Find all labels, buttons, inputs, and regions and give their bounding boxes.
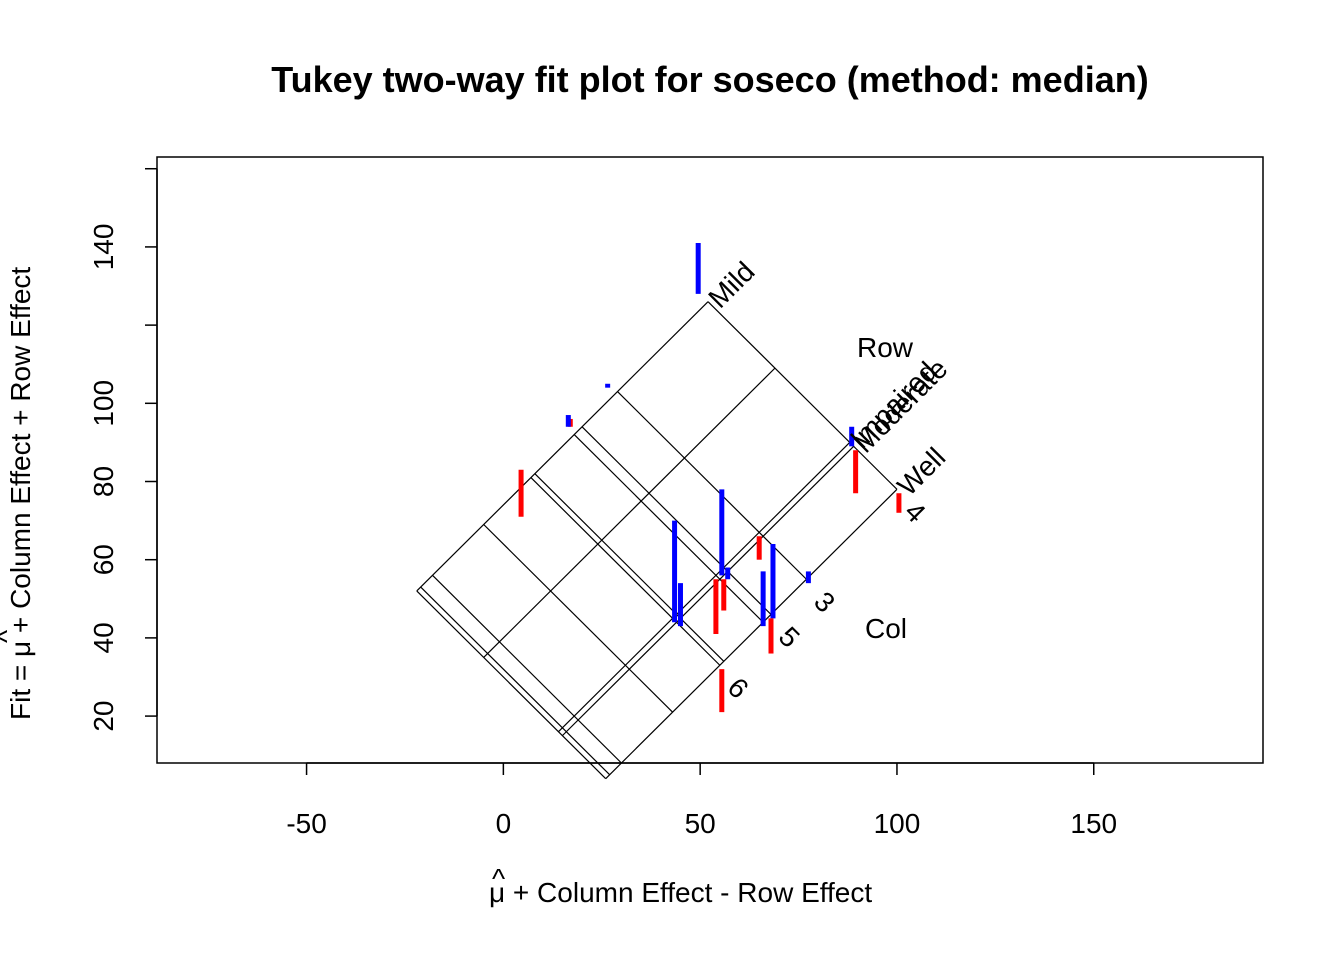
col-fit-line [420,586,611,776]
x-tick-label: 100 [874,808,921,839]
row-effect-label: Well [891,442,951,502]
row-fit-line [416,301,709,592]
y-tick-label: 40 [88,622,119,653]
col-fit-line [707,301,898,490]
y-axis: 20 40 60 80 100 140 [88,167,158,732]
y-tick-label: 60 [88,544,119,575]
x-tick-label: 150 [1070,808,1117,839]
x-axis-label-hat: ^ [492,863,505,894]
row-effect-label: Impaired [844,356,943,455]
row-fit-line [483,367,776,658]
x-axis-label: ^ μ + Column Effect - Row Effect [489,863,872,908]
row-fit-line [561,445,855,737]
col-effect-label: 5 [773,621,806,654]
col-effect-label: 4 [899,496,932,529]
y-tick-label: 100 [88,380,119,427]
col-fit-line [432,574,622,764]
x-tick-label: -50 [286,808,326,839]
svg-text:Fit = μ + Column Effect + Row: Fit = μ + Column Effect + Row Effect [5,267,36,720]
fit-grid-lines [416,301,898,780]
col-fit-line [530,477,721,666]
plot-frame [156,156,1264,764]
col-effect-label: 6 [722,672,755,705]
col-effect-label: 3 [808,586,841,619]
x-tick-label: 50 [685,808,716,839]
x-tick-label: 0 [496,808,512,839]
col-fit-line [483,524,674,713]
row-fit-line [605,488,898,780]
col-fit-line [573,434,764,623]
x-axis: -50 0 50 100 150 [286,762,1117,839]
y-axis-label-text: + Column Effect + Row Effect [5,267,36,641]
residual-bars [518,243,902,713]
x-axis-label-mu: μ [489,877,505,908]
y-tick-label: 140 [88,224,119,271]
row-fit-line [558,441,851,733]
row-group-label: Row [857,332,914,363]
x-axis-label-text: + Column Effect - Row Effect [505,877,872,908]
y-tick-label: 20 [88,701,119,732]
y-axis-label: Fit = μ + Column Effect + Row Effect ^ [0,267,36,720]
y-axis-label-prefix: Fit = [5,657,36,720]
y-axis-label-mu: μ [5,641,36,657]
svg-text:μ + Column Effect - Row Effect: μ + Column Effect - Row Effect [489,877,872,908]
y-axis-label-hat: ^ [0,630,22,643]
col-group-label: Col [865,613,907,644]
col-fit-line [416,590,607,780]
chart-title: Tukey two-way fit plot for soseco (metho… [271,59,1148,100]
y-tick-label: 80 [88,466,119,497]
col-fit-line [534,473,725,662]
col-fit-line [617,391,807,580]
